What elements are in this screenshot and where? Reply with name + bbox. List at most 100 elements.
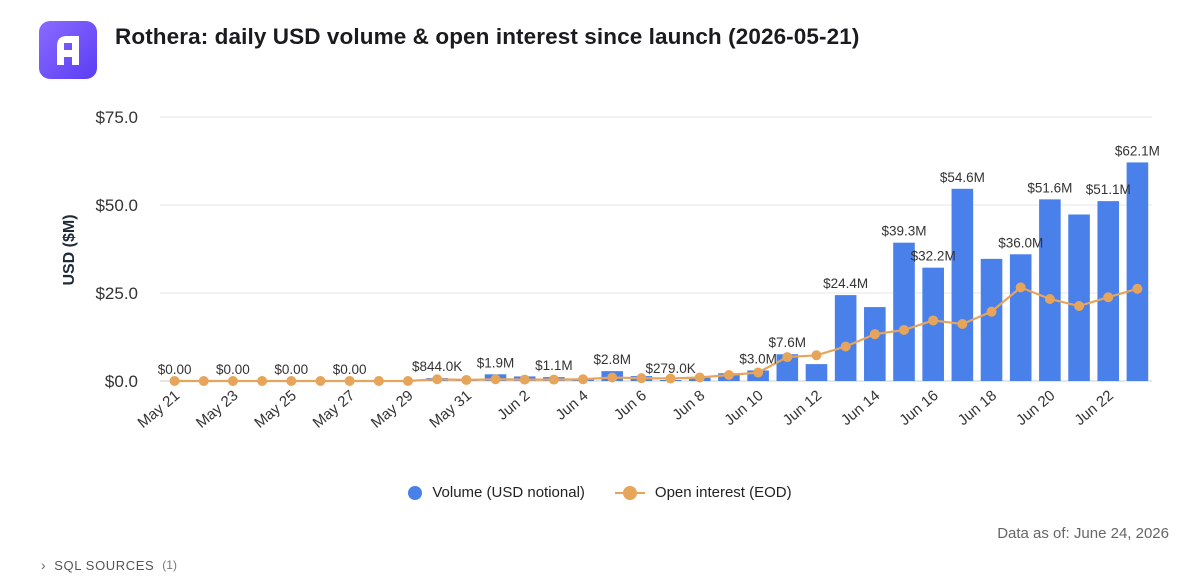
- open-interest-line: [174, 286, 1138, 383]
- bar-data-label: $51.1M: [1086, 182, 1131, 197]
- open-interest-point[interactable]: [723, 370, 734, 381]
- x-tick-label: Jun 6: [611, 387, 650, 424]
- bar-data-label: $32.2M: [911, 249, 956, 264]
- open-interest-point[interactable]: [986, 306, 997, 317]
- x-tick-label: Jun 10: [721, 387, 766, 429]
- open-interest-point[interactable]: [257, 376, 268, 386]
- x-tick-label: May 23: [193, 387, 242, 432]
- chevron-right-icon: ›: [41, 557, 47, 573]
- volume-bar[interactable]: [951, 188, 974, 381]
- as-of-label: Data as of:: [997, 525, 1070, 542]
- open-interest-point[interactable]: [315, 376, 326, 386]
- y-tick-label: $0.0: [105, 372, 138, 391]
- volume-bar[interactable]: [834, 295, 857, 381]
- open-interest-point[interactable]: [607, 372, 618, 383]
- open-interest-point[interactable]: [198, 376, 209, 386]
- bar-data-label: $279.0K: [645, 361, 695, 376]
- bar-data-label: $1.9M: [477, 355, 515, 370]
- x-tick-label: May 21: [135, 387, 184, 432]
- open-interest-point[interactable]: [490, 374, 501, 385]
- volume-bar[interactable]: [805, 364, 828, 381]
- bar-data-label: $0.00: [158, 362, 192, 377]
- open-interest-point[interactable]: [957, 318, 968, 329]
- open-interest-point[interactable]: [1132, 283, 1143, 294]
- bar-data-label: $54.6M: [940, 170, 985, 185]
- x-tick-label: May 25: [251, 387, 300, 432]
- legend-swatch-volume: [408, 485, 423, 500]
- open-interest-point[interactable]: [1044, 293, 1055, 304]
- volume-bar[interactable]: [1009, 254, 1032, 381]
- open-interest-point[interactable]: [578, 374, 589, 385]
- open-interest-point[interactable]: [432, 374, 443, 385]
- volume-bar[interactable]: [864, 307, 886, 381]
- chart: $0.00 $0.00 $0.00 $0.00 $844.0K $1.9M $1.1M $2.…: [61, 108, 1160, 432]
- sql-sources-toggle[interactable]: › SQL SOURCES (1): [41, 557, 177, 573]
- open-interest-point[interactable]: [227, 376, 238, 386]
- x-tick-label: May 29: [368, 387, 417, 432]
- bar-data-label: $24.4M: [823, 276, 868, 291]
- volume-bar[interactable]: [893, 242, 915, 381]
- bar-data-label: $0.00: [274, 362, 308, 377]
- open-interest-point[interactable]: [928, 315, 939, 326]
- x-tick-label: Jun 8: [669, 387, 708, 424]
- open-interest-point[interactable]: [753, 367, 764, 378]
- open-interest-point[interactable]: [403, 376, 413, 386]
- bar-data-label: $62.1M: [1115, 143, 1160, 158]
- chart-legend: Volume (USD notional) Open interest (EOD…: [0, 484, 1200, 501]
- open-interest-point[interactable]: [1015, 282, 1026, 293]
- as-of-value: June 24, 2026: [1073, 525, 1169, 542]
- open-interest-point[interactable]: [811, 350, 822, 361]
- rothera-logo-icon: [39, 21, 97, 79]
- bar-data-label: $39.3M: [881, 224, 926, 239]
- bar-data-label: $0.00: [216, 362, 250, 377]
- open-interest-point[interactable]: [869, 329, 880, 340]
- open-interest-point[interactable]: [636, 373, 647, 384]
- sql-sources-count: (1): [162, 558, 177, 572]
- x-tick-label: Jun 22: [1071, 387, 1116, 429]
- open-interest-point[interactable]: [694, 372, 705, 383]
- open-interest-point[interactable]: [1103, 292, 1114, 303]
- bar-data-label: $7.6M: [769, 335, 807, 350]
- sql-sources-label: SQL SOURCES: [54, 557, 155, 573]
- open-interest-point[interactable]: [665, 373, 676, 384]
- x-tick-label: May 27: [310, 387, 359, 432]
- x-tick-label: May 31: [426, 387, 475, 432]
- data-as-of: Data as of: June 24, 2026: [997, 525, 1169, 542]
- x-tick-label: Jun 12: [780, 387, 825, 429]
- open-interest-point[interactable]: [169, 376, 180, 386]
- x-tick-label: Jun 14: [838, 387, 883, 429]
- open-interest-point[interactable]: [461, 374, 472, 385]
- volume-bar[interactable]: [1097, 201, 1120, 381]
- legend-label-volume: Volume (USD notional): [432, 484, 585, 501]
- open-interest-point[interactable]: [373, 376, 384, 386]
- open-interest-point[interactable]: [548, 374, 559, 385]
- y-tick-label: $50.0: [95, 196, 138, 215]
- bar-data-label: $0.00: [333, 362, 367, 377]
- open-interest-point[interactable]: [840, 341, 851, 352]
- open-interest-point[interactable]: [344, 376, 355, 386]
- open-interest-point[interactable]: [782, 352, 793, 363]
- bar-data-label: $3.0M: [739, 351, 777, 366]
- bar-data-label: $36.0M: [998, 235, 1043, 250]
- volume-bar[interactable]: [1068, 214, 1090, 381]
- legend-label-open-interest: Open interest (EOD): [654, 484, 792, 501]
- bar-data-label: $2.8M: [593, 352, 631, 367]
- open-interest-point[interactable]: [286, 376, 297, 386]
- open-interest-point[interactable]: [1074, 301, 1085, 312]
- x-tick-label: Jun 20: [1013, 387, 1058, 429]
- legend-swatch-open-interest: [614, 485, 645, 500]
- x-tick-label: Jun 16: [896, 387, 941, 429]
- x-tick-label: Jun 4: [553, 387, 592, 424]
- legend-item-volume[interactable]: Volume (USD notional): [408, 484, 585, 501]
- x-tick-label: Jun 18: [955, 387, 1000, 429]
- volume-bar[interactable]: [1039, 199, 1061, 381]
- volume-bar[interactable]: [1126, 162, 1149, 381]
- open-interest-point[interactable]: [899, 324, 909, 335]
- open-interest-point[interactable]: [519, 374, 530, 385]
- bar-data-label: $51.6M: [1027, 180, 1072, 195]
- y-tick-label: $75.0: [95, 108, 138, 127]
- y-tick-label: $25.0: [95, 284, 138, 303]
- legend-item-open-interest[interactable]: Open interest (EOD): [614, 484, 792, 501]
- volume-bar[interactable]: [980, 258, 1003, 381]
- x-tick-label: Jun 2: [494, 387, 533, 424]
